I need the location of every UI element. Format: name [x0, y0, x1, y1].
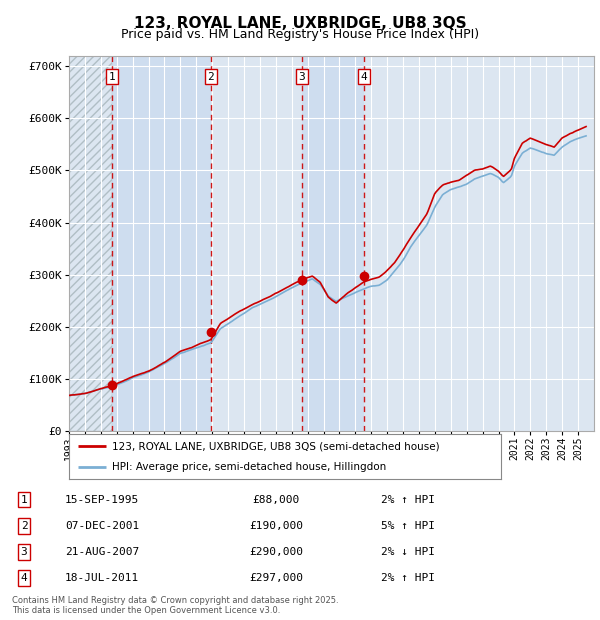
Text: 1: 1 [20, 495, 28, 505]
Text: 4: 4 [361, 72, 367, 82]
Text: 2% ↑ HPI: 2% ↑ HPI [381, 495, 435, 505]
Text: 07-DEC-2001: 07-DEC-2001 [65, 521, 139, 531]
Text: Price paid vs. HM Land Registry's House Price Index (HPI): Price paid vs. HM Land Registry's House … [121, 28, 479, 41]
Text: 3: 3 [298, 72, 305, 82]
Text: 18-JUL-2011: 18-JUL-2011 [65, 573, 139, 583]
Text: 123, ROYAL LANE, UXBRIDGE, UB8 3QS (semi-detached house): 123, ROYAL LANE, UXBRIDGE, UB8 3QS (semi… [112, 441, 440, 451]
Bar [112, 56, 211, 431]
Text: £297,000: £297,000 [249, 573, 303, 583]
Text: 21-AUG-2007: 21-AUG-2007 [65, 547, 139, 557]
Text: 123, ROYAL LANE, UXBRIDGE, UB8 3QS: 123, ROYAL LANE, UXBRIDGE, UB8 3QS [134, 16, 466, 30]
Text: Contains HM Land Registry data © Crown copyright and database right 2025.
This d: Contains HM Land Registry data © Crown c… [12, 596, 338, 615]
Bar [69, 56, 112, 431]
Text: HPI: Average price, semi-detached house, Hillingdon: HPI: Average price, semi-detached house,… [112, 463, 386, 472]
Text: 1: 1 [109, 72, 115, 82]
Text: 4: 4 [20, 573, 28, 583]
Bar [69, 56, 112, 431]
Text: £190,000: £190,000 [249, 521, 303, 531]
Text: 2% ↑ HPI: 2% ↑ HPI [381, 573, 435, 583]
Text: 2% ↓ HPI: 2% ↓ HPI [381, 547, 435, 557]
Text: 3: 3 [20, 547, 28, 557]
Text: £88,000: £88,000 [253, 495, 299, 505]
Text: £290,000: £290,000 [249, 547, 303, 557]
Text: 15-SEP-1995: 15-SEP-1995 [65, 495, 139, 505]
Text: 2: 2 [20, 521, 28, 531]
Bar [302, 56, 364, 431]
Text: 5% ↑ HPI: 5% ↑ HPI [381, 521, 435, 531]
Text: 2: 2 [208, 72, 214, 82]
